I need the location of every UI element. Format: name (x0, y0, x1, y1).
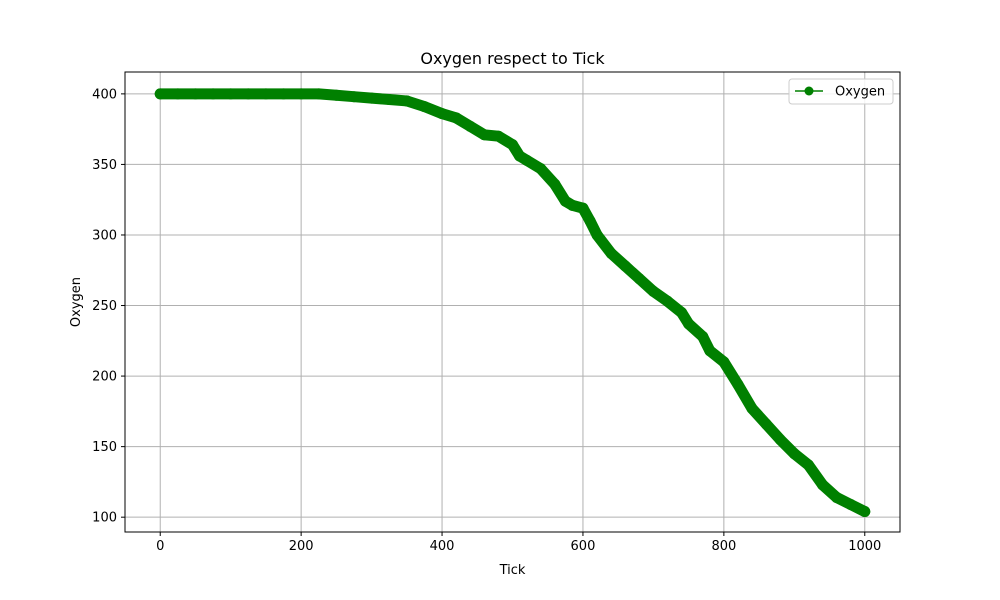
y-tick-label: 200 (92, 370, 117, 385)
oxygen-data-point (605, 247, 617, 259)
plot-frame (124, 71, 901, 533)
oxygen-data-point (859, 506, 871, 518)
legend-box (788, 78, 894, 105)
oxygen-data-point (577, 202, 589, 214)
y-tick-label: 100 (92, 511, 117, 526)
oxygen-data-point (788, 448, 800, 460)
oxygen-data-point (348, 91, 360, 103)
oxygen-data-point (732, 379, 744, 391)
oxygen-data-point (172, 88, 184, 100)
y-axis-ticks: 100 150 200 250 300 350 400 (92, 87, 125, 526)
oxygen-data-point (366, 92, 378, 104)
oxygen-data-point (450, 112, 462, 124)
legend: Oxygen (788, 78, 894, 105)
x-tick-label: 200 (289, 539, 314, 554)
x-tick-label: 1000 (848, 539, 881, 554)
oxygen-data-point (591, 229, 603, 241)
x-tick-label: 600 (571, 539, 596, 554)
oxygen-data-point (330, 89, 342, 101)
y-tick-label: 400 (92, 87, 117, 102)
oxygen-data-point (831, 491, 843, 503)
oxygen-data-point (478, 129, 490, 141)
oxygen-data-point (401, 95, 413, 107)
y-tick-label: 300 (92, 228, 117, 243)
y-tick-label: 250 (92, 299, 117, 314)
oxygen-data-point (436, 108, 448, 120)
oxygen-data-point (683, 318, 695, 330)
x-tick-label: 800 (711, 539, 736, 554)
oxygen-data-point (647, 285, 659, 297)
oxygen-data-point (584, 215, 596, 227)
oxygen-data-point (662, 295, 673, 307)
oxygen-data-point (418, 101, 430, 113)
oxygen-data-point (225, 88, 237, 100)
oxygen-data-point (746, 403, 758, 415)
y-axis-label: Oxygen (69, 277, 84, 327)
oxygen-data-point (549, 178, 561, 190)
y-tick-label: 150 (92, 440, 117, 455)
x-axis-label: Tick (499, 563, 526, 578)
oxygen-data-point (189, 88, 201, 100)
oxygen-data-point (507, 139, 518, 151)
x-tick-label: 400 (430, 539, 455, 554)
oxygen-data-point (521, 154, 533, 166)
oxygen-data-point (242, 88, 254, 100)
oxygen-data-point (697, 331, 709, 343)
x-axis-ticks: 0 200 400 600 800 1000 (156, 532, 881, 554)
oxygen-data-point (676, 307, 688, 319)
oxygen-data-point (207, 88, 219, 100)
oxygen-data-point (704, 345, 716, 357)
grid-lines (125, 72, 900, 532)
series-layer (154, 88, 871, 518)
oxygen-data-point (535, 163, 547, 175)
oxygen-data-point (774, 434, 786, 446)
legend-series-label: Oxygen (835, 85, 885, 100)
oxygen-data-point (278, 88, 290, 100)
oxygen-data-point (295, 88, 307, 100)
oxygen-data-point (817, 479, 828, 491)
oxygen-data-point (566, 199, 578, 211)
chart-title: Oxygen respect to Tick (420, 49, 605, 68)
oxygen-data-point (154, 88, 166, 100)
oxygen-data-point (260, 88, 272, 100)
oxygen-data-point (492, 130, 504, 142)
oxygen-data-point (845, 498, 857, 510)
oxygen-data-point (802, 459, 814, 471)
oxygen-data-point (619, 260, 631, 272)
x-tick-label: 0 (156, 539, 164, 554)
oxygen-data-point (633, 273, 645, 285)
oxygen-data-point (760, 418, 772, 430)
oxygen-data-point (313, 88, 325, 100)
oxygen-data-point (383, 94, 395, 106)
y-tick-label: 350 (92, 158, 117, 173)
oxygen-data-point (464, 120, 476, 132)
oxygen-data-point (718, 356, 730, 368)
legend-series-marker (804, 86, 814, 96)
